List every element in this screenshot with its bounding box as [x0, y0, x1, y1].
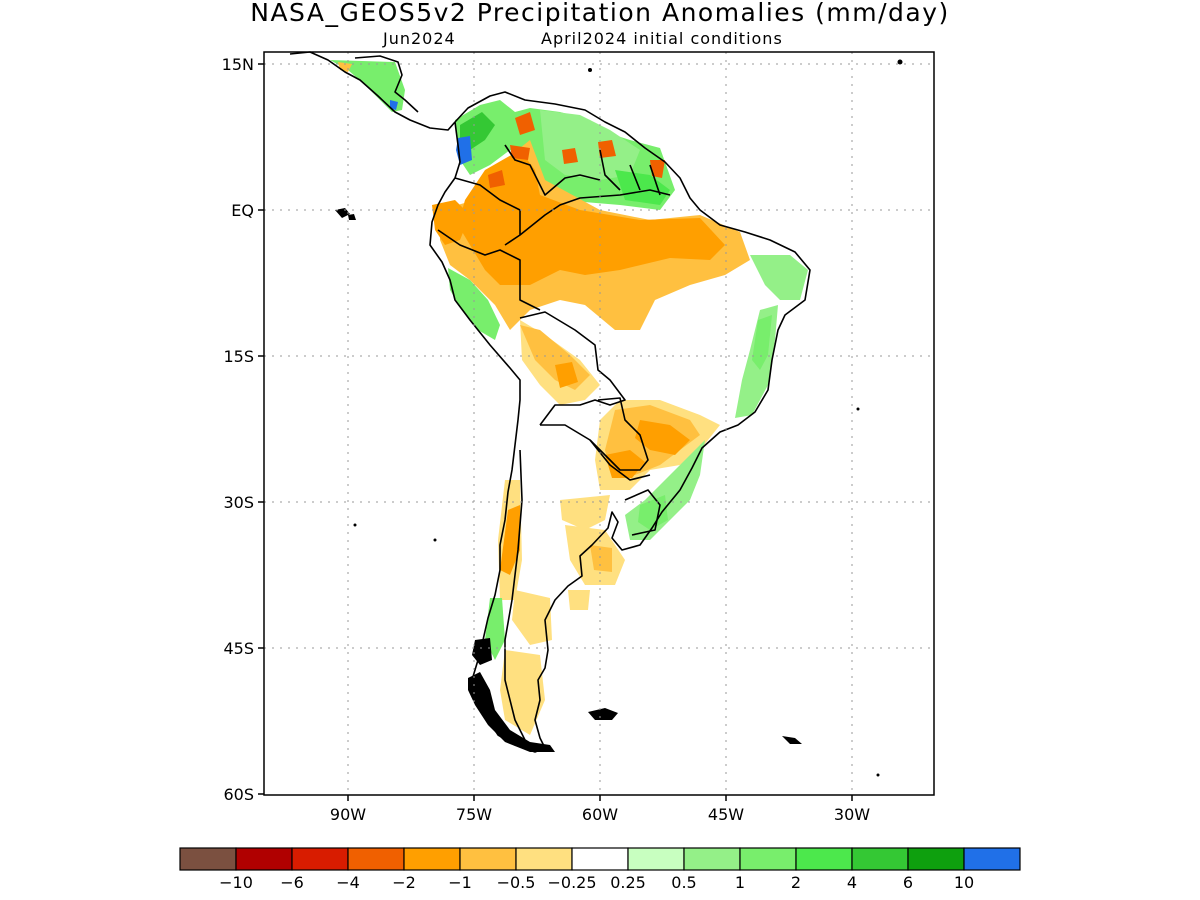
colorbar-label: −1: [448, 873, 472, 892]
colombia-border: [454, 177, 521, 246]
lon-label-75w: 75W: [456, 805, 492, 824]
guiana-green: [615, 170, 670, 205]
colorbar-swatch: [459, 847, 517, 871]
colorbar-swatch: [235, 847, 293, 871]
lat-label-45s: 45S: [223, 639, 254, 658]
colorbar-swatch: [347, 847, 405, 871]
uruguay-border: [624, 489, 661, 536]
colorbar-swatch: [795, 847, 853, 871]
pacific-island-2: [433, 538, 437, 542]
colorbar-label: 0.25: [610, 873, 646, 892]
venezuela-border: [504, 144, 601, 196]
rio-grande-wet-strong: [638, 495, 668, 530]
lon-label-30w: 30W: [834, 805, 870, 824]
colombia-dark-dry-2: [510, 145, 530, 160]
colorbar-label: 10: [954, 873, 974, 892]
colorbar-label: −0.5: [497, 873, 536, 892]
galapagos-islands: [335, 208, 356, 220]
initial-conditions-label: April2024 initial conditions: [541, 29, 783, 48]
central-america-coast: [289, 51, 456, 131]
patagonia-dry-2: [500, 650, 545, 735]
colorbar-swatch: [851, 847, 909, 871]
andes-dark-dry: [488, 170, 505, 188]
argentina-dry-3: [590, 545, 612, 572]
lat-label-30s: 30S: [223, 493, 254, 512]
lat-label-15n: 15N: [222, 55, 254, 74]
colorbar-swatch: [515, 847, 573, 871]
colorbar-label: 4: [847, 873, 857, 892]
colorbar-swatch: [403, 847, 461, 871]
bahia-wet-strong: [752, 315, 772, 370]
patagonia-dry-1: [512, 590, 552, 645]
trindade-island: [856, 407, 860, 411]
south-america-coast: [429, 91, 811, 753]
central-america-north-coast: [354, 55, 419, 113]
brazil-west-border: [519, 189, 671, 236]
peru-wet-anomaly: [448, 268, 500, 340]
caribbean-island-2: [897, 59, 903, 65]
paraguay-border: [589, 397, 649, 471]
central-argentina-dry: [568, 590, 590, 610]
tierra-del-fuego: [468, 672, 555, 752]
northeast-brazil-wet: [750, 255, 808, 300]
colorbar-swatch: [683, 847, 741, 871]
bolivia-dry-strong: [555, 362, 578, 388]
colorbar-swatch: [907, 847, 965, 871]
colorbar-label: −4: [336, 873, 360, 892]
colorbar-label: 0.5: [671, 873, 696, 892]
chiloe-archipelago: [472, 638, 492, 665]
colorbar-swatch: [739, 847, 797, 871]
lon-label-60w: 60W: [582, 805, 618, 824]
parana-dry-strong: [635, 420, 690, 455]
lon-label-45w: 45W: [708, 805, 744, 824]
colorbar-label: −0.25: [547, 873, 596, 892]
forecast-month: Jun2024: [383, 29, 456, 48]
colorbar-label: 6: [903, 873, 913, 892]
longitude-labels: 90W 75W 60W 45W 30W: [330, 805, 870, 824]
argentina-dry-1: [560, 495, 610, 530]
colombia-dark-dry-1: [515, 112, 535, 135]
lat-label-15s: 15S: [223, 347, 254, 366]
colorbar-swatch: [627, 847, 685, 871]
chile-argentina-border: [504, 449, 526, 741]
suriname-dark-dry: [650, 160, 665, 178]
bolivia-border: [519, 311, 626, 426]
lat-label-eq: EQ: [231, 201, 254, 220]
latitude-labels: 15N EQ 15S 30S 45S 60S: [222, 55, 254, 804]
amazon-dry-anomaly-strong: [458, 150, 725, 285]
peru-border: [437, 229, 541, 311]
guyana-dark-dry: [598, 140, 616, 158]
pacific-island-1: [353, 523, 357, 527]
colorbar-label: −2: [392, 873, 416, 892]
falkland-islands: [588, 708, 618, 720]
caribbean-island-1: [588, 68, 592, 72]
map-frame: [263, 51, 935, 796]
paraguay-dry-strong: [605, 450, 645, 478]
chile-dry-strong: [500, 505, 520, 575]
colorbar-swatch: [963, 847, 1021, 871]
colorbar-swatch: [291, 847, 349, 871]
peru-coast-dry: [432, 200, 470, 245]
guiana-borders: [599, 149, 661, 196]
colorbar-swatch: [179, 847, 237, 871]
coastlines: [289, 51, 811, 753]
anomaly-shading: [330, 60, 808, 735]
central-america-blue-spot: [390, 100, 398, 110]
colorbar: −10 −6 −4 −2 −1 −0.5 −0.25 0.25 0.5 1 2 4 6 10: [179, 847, 1021, 892]
colorbar-label: −6: [280, 873, 304, 892]
venezuela-dark-dry: [562, 148, 578, 164]
map-title: NASA_GEOS5v2 Precipitation Anomalies (mm…: [250, 0, 950, 27]
colorbar-label: 2: [791, 873, 801, 892]
islands: [335, 59, 903, 777]
colorbar-label: −10: [219, 873, 253, 892]
atlantic-island: [876, 773, 880, 777]
axis-ticks: [258, 63, 853, 801]
south-georgia: [782, 736, 802, 744]
lon-label-90w: 90W: [330, 805, 366, 824]
colorbar-label: 1: [735, 873, 745, 892]
colorbar-swatch: [571, 847, 629, 871]
lat-label-60s: 60S: [223, 785, 254, 804]
